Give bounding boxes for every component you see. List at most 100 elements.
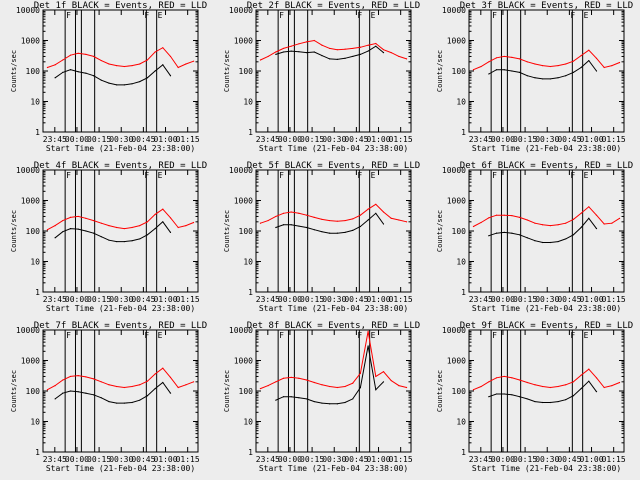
- data-point: [390, 217, 392, 219]
- y-tick-label: 1000: [21, 197, 40, 206]
- x-tick-label: 23:45: [43, 295, 67, 304]
- data-point: [46, 229, 49, 231]
- y-tick-label: 1: [461, 448, 466, 457]
- x-axis-label: Start Time (21-Feb-04 23:38:00): [259, 464, 408, 473]
- data-point: [123, 402, 125, 404]
- data-point: [116, 65, 118, 67]
- x-tick-label: 01:00: [579, 295, 603, 304]
- data-point: [329, 385, 331, 388]
- data-point: [298, 212, 300, 214]
- y-tick-label: 10: [243, 418, 253, 427]
- data-point: [259, 222, 262, 224]
- data-point: [192, 60, 195, 62]
- x-tick-label: 00:15: [513, 135, 537, 144]
- data-point: [185, 384, 187, 386]
- data-point: [305, 214, 308, 216]
- panel-1: Det 1f BLACK = Events, RED = LLD 1 10 100 10…: [10, 1, 207, 153]
- panel-title: Det 8f BLACK = Events, RED = LLD: [247, 321, 420, 331]
- data-point: [495, 232, 498, 234]
- panel-8: Det 8f BLACK = Events, RED = LLD 1 10 100 10…: [223, 321, 420, 473]
- data-point: [344, 401, 346, 404]
- flag-label: F: [492, 331, 497, 340]
- data-point: [77, 228, 79, 230]
- y-tick-label: 10000: [229, 326, 253, 335]
- x-tick-label: 23:45: [256, 295, 280, 304]
- data-point: [488, 217, 490, 219]
- series-line-lld: [47, 367, 194, 391]
- data-point: [108, 82, 110, 84]
- x-tick-label: 01:15: [389, 455, 413, 464]
- data-point: [177, 66, 179, 69]
- data-point: [177, 386, 179, 389]
- data-point: [77, 374, 79, 377]
- data-point: [275, 381, 277, 383]
- plot-frame: [468, 9, 625, 133]
- data-point: [549, 225, 551, 227]
- plot-frame: [42, 169, 199, 293]
- y-tick-label: 1: [248, 288, 253, 297]
- y-tick-label: 1000: [447, 197, 466, 206]
- data-point: [77, 52, 79, 54]
- data-point: [154, 51, 156, 53]
- data-point: [603, 66, 605, 69]
- flag-label: F: [492, 171, 497, 180]
- y-tick-label: 10: [30, 418, 40, 427]
- data-point: [488, 235, 490, 237]
- x-tick-label: 01:15: [389, 135, 413, 144]
- data-point: [192, 221, 195, 224]
- data-point: [565, 399, 567, 401]
- data-point: [92, 219, 95, 222]
- y-tick-label: 1000: [447, 357, 466, 366]
- x-tick-label: 01:15: [389, 295, 413, 304]
- data-point: [162, 221, 164, 223]
- data-point: [85, 217, 87, 219]
- data-point: [588, 217, 590, 219]
- data-point: [618, 381, 621, 384]
- data-point: [595, 391, 598, 393]
- data-point: [336, 58, 338, 61]
- data-point: [290, 50, 292, 52]
- data-point: [177, 226, 179, 229]
- x-tick-label: 01:00: [366, 135, 390, 144]
- series-line-lld: [473, 206, 620, 227]
- x-tick-label: 01:00: [366, 295, 390, 304]
- data-point: [162, 381, 164, 384]
- series-line-events: [275, 212, 384, 234]
- x-tick-label: 00:15: [87, 455, 111, 464]
- data-point: [192, 381, 195, 383]
- data-point: [139, 63, 141, 65]
- y-tick-label: 1000: [21, 37, 40, 46]
- y-tick-label: 1: [248, 128, 253, 137]
- x-tick-label: 01:15: [602, 135, 626, 144]
- data-point: [62, 231, 64, 233]
- data-point: [282, 224, 285, 226]
- x-tick-label: 00:45: [131, 135, 155, 144]
- data-point: [321, 54, 323, 57]
- data-point: [572, 60, 575, 62]
- data-point: [503, 375, 505, 378]
- data-point: [85, 392, 87, 394]
- y-axis-label: Counts/sec: [10, 210, 18, 252]
- data-point: [69, 69, 72, 71]
- x-tick-label: 23:45: [256, 455, 280, 464]
- data-point: [154, 387, 156, 390]
- data-point: [298, 397, 300, 399]
- data-point: [321, 231, 323, 233]
- data-point: [92, 55, 95, 58]
- x-tick-label: 00:00: [278, 455, 302, 464]
- data-point: [108, 384, 110, 386]
- data-point: [344, 219, 346, 222]
- y-tick-label: 100: [239, 227, 254, 236]
- data-point: [511, 377, 513, 379]
- series-line-events: [275, 345, 384, 405]
- data-point: [290, 45, 292, 47]
- data-point: [359, 46, 362, 48]
- data-point: [146, 395, 149, 397]
- data-point: [62, 392, 64, 394]
- data-point: [352, 382, 354, 384]
- data-point: [282, 396, 285, 398]
- data-point: [503, 214, 505, 216]
- x-tick-label: 01:00: [153, 135, 177, 144]
- data-point: [131, 240, 133, 242]
- series-line-events: [54, 221, 171, 243]
